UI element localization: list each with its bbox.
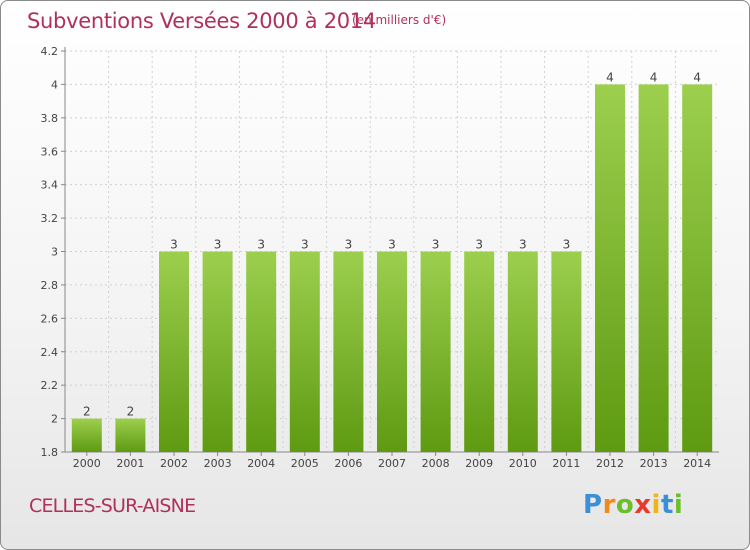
y-tick-label: 4 bbox=[51, 78, 58, 91]
bar-2009 bbox=[464, 251, 495, 452]
x-tick-label-2009: 2009 bbox=[465, 457, 493, 470]
commune-name: CELLES-SUR-AISNE bbox=[29, 495, 196, 517]
bar-2004 bbox=[246, 251, 277, 452]
bar-2003 bbox=[202, 251, 233, 452]
x-tick-label-2011: 2011 bbox=[552, 457, 580, 470]
x-tick-label-2004: 2004 bbox=[247, 457, 275, 470]
bar-2001 bbox=[115, 418, 146, 452]
value-label-2010: 3 bbox=[519, 238, 527, 252]
x-tick-label-2010: 2010 bbox=[509, 457, 537, 470]
bar-2002 bbox=[159, 251, 189, 452]
value-label-2011: 3 bbox=[563, 238, 571, 252]
y-tick-label: 2.8 bbox=[41, 279, 59, 292]
bar-2005 bbox=[289, 251, 320, 452]
x-tick-label-2005: 2005 bbox=[291, 457, 319, 470]
value-label-2013: 4 bbox=[650, 70, 658, 84]
bar-2014 bbox=[682, 84, 713, 453]
y-tick-label: 3.2 bbox=[41, 212, 59, 225]
y-tick-label: 1.8 bbox=[41, 446, 59, 459]
y-tick-label: 3.6 bbox=[41, 145, 59, 158]
value-label-2009: 3 bbox=[475, 238, 483, 252]
x-tick-label-2008: 2008 bbox=[422, 457, 450, 470]
y-tick-label: 3.8 bbox=[41, 112, 59, 125]
value-label-2008: 3 bbox=[432, 238, 440, 252]
y-tick-label: 2.2 bbox=[41, 379, 59, 392]
x-tick-label-2002: 2002 bbox=[160, 457, 188, 470]
x-tick-label-2007: 2007 bbox=[378, 457, 406, 470]
value-label-2006: 3 bbox=[345, 238, 353, 252]
bar-2011 bbox=[551, 251, 582, 452]
value-label-2001: 2 bbox=[127, 405, 135, 419]
y-tick-label: 2 bbox=[51, 413, 58, 426]
y-tick-label: 3 bbox=[51, 246, 58, 259]
bar-2012 bbox=[595, 84, 625, 453]
value-label-2007: 3 bbox=[388, 238, 396, 252]
x-tick-label-2013: 2013 bbox=[640, 457, 668, 470]
value-label-2005: 3 bbox=[301, 238, 309, 252]
value-label-2004: 3 bbox=[257, 238, 265, 252]
bar-2000 bbox=[71, 418, 102, 452]
bar-2007 bbox=[377, 251, 407, 452]
value-label-2002: 3 bbox=[170, 238, 178, 252]
value-label-2000: 2 bbox=[83, 405, 91, 419]
chart-title: Subventions Versées 2000 à 2014 bbox=[27, 9, 376, 33]
y-tick-label: 4.2 bbox=[41, 45, 59, 58]
bar-2006 bbox=[333, 251, 364, 452]
x-tick-label-2001: 2001 bbox=[116, 457, 144, 470]
x-tick-label-2003: 2003 bbox=[204, 457, 232, 470]
x-tick-label-2000: 2000 bbox=[73, 457, 101, 470]
proxiti-logo[interactable]: Proxiti bbox=[583, 490, 684, 520]
bar-2010 bbox=[507, 251, 538, 452]
bar-2013 bbox=[638, 84, 669, 453]
x-tick-label-2006: 2006 bbox=[334, 457, 362, 470]
labels: 1.8 2 2.2 2.4 2.6 2.8 3 3.2 3.4 3.6 3.8 4 4.2 2 2000 2 2… bbox=[41, 45, 712, 470]
bars bbox=[71, 84, 713, 453]
value-label-2014: 4 bbox=[693, 70, 701, 84]
chart-unit: (en milliers d'€) bbox=[352, 13, 447, 27]
value-label-2012: 4 bbox=[606, 70, 614, 84]
value-label-2003: 3 bbox=[214, 238, 222, 252]
x-tick-label-2012: 2012 bbox=[596, 457, 624, 470]
y-tick-label: 2.4 bbox=[41, 346, 59, 359]
x-tick-label-2014: 2014 bbox=[683, 457, 711, 470]
y-tick-label: 3.4 bbox=[41, 179, 59, 192]
bar-2008 bbox=[420, 251, 451, 452]
y-tick-label: 2.6 bbox=[41, 312, 59, 325]
